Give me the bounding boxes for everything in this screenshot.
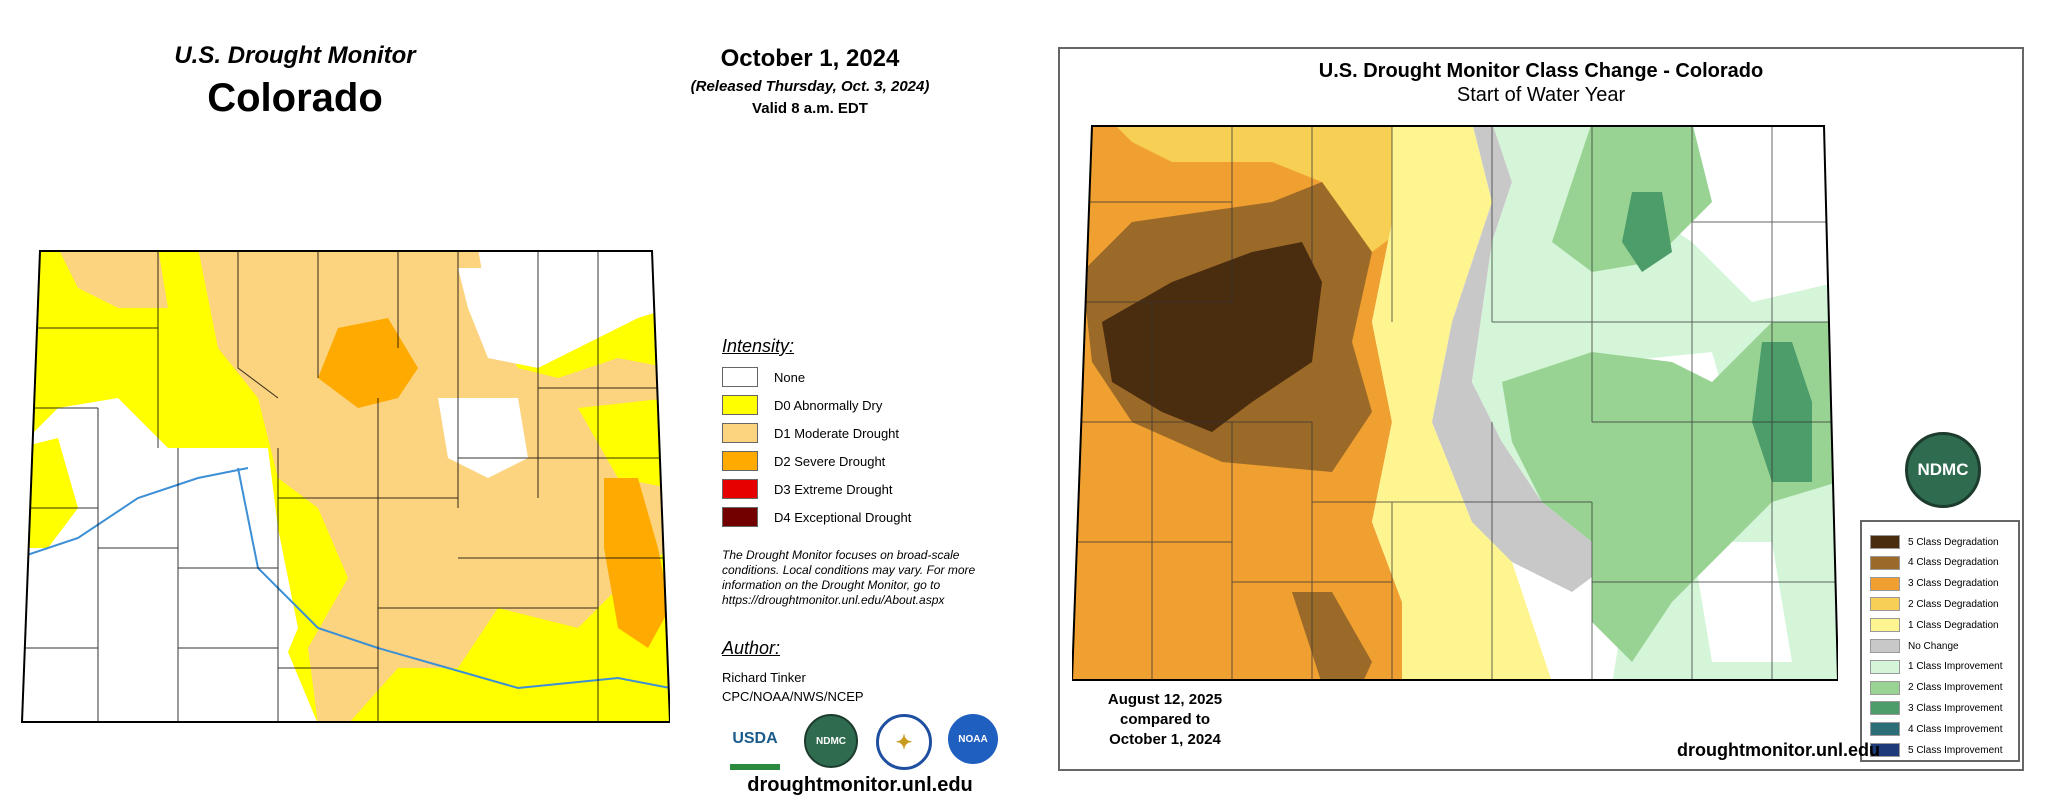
no-change-region [1432, 126, 1612, 592]
compare-end-date: August 12, 2025 [1107, 691, 1223, 708]
class-legend-swatch [1870, 680, 1900, 695]
class-legend-item: 3 Class Improvement [1870, 700, 2002, 716]
legend-swatch [722, 367, 758, 387]
author-name: Richard Tinker [722, 670, 806, 685]
legend-item: D4 Exceptional Drought [722, 506, 911, 528]
right-map-url[interactable]: droughtmonitor.unl.edu [1677, 740, 1880, 760]
class-legend-label: 4 Class Degradation [1908, 557, 1999, 569]
class-legend-item: 5 Class Improvement [1870, 742, 2002, 758]
legend-swatch [722, 507, 758, 527]
legend-item: D3 Extreme Drought [722, 478, 893, 500]
class-legend-label: 2 Class Improvement [1908, 682, 2003, 694]
degradation-5-region [1102, 242, 1322, 432]
legend-label: D4 Exceptional Drought [774, 509, 912, 525]
left-map-url[interactable]: droughtmonitor.unl.edu [747, 774, 973, 796]
legend-label: D3 Extreme Drought [774, 481, 893, 497]
legend-item: D0 Abnormally Dry [722, 394, 882, 416]
class-legend-item: 2 Class Improvement [1870, 680, 2002, 696]
class-legend-label: 1 Class Improvement [1908, 661, 2003, 673]
legend-swatch [722, 423, 758, 443]
eagle-icon: ✦ [895, 731, 913, 754]
class-legend-label: 4 Class Improvement [1908, 723, 2003, 735]
class-legend-item: 4 Class Degradation [1870, 555, 1999, 571]
class-legend-item: 2 Class Degradation [1870, 596, 1999, 612]
legend-label: D2 Severe Drought [774, 453, 886, 469]
class-legend-swatch [1870, 659, 1900, 674]
class-legend-swatch [1870, 555, 1900, 570]
class-legend-swatch [1870, 576, 1900, 591]
class-legend-label: 3 Class Improvement [1908, 702, 2003, 714]
class-change-title: U.S. Drought Monitor Class Change - Colo… [1318, 60, 1764, 82]
improvement-3-region-east [1752, 342, 1812, 482]
legend-item: D2 Severe Drought [722, 450, 885, 472]
legend-swatch [722, 395, 758, 415]
class-legend-item: 3 Class Degradation [1870, 576, 1999, 592]
ndmc-logo: NDMC [804, 714, 858, 768]
class-legend-item: 1 Class Improvement [1870, 659, 2002, 675]
doc-seal-logo: ✦ [876, 714, 932, 770]
unchanged-region-southeast [1692, 542, 1792, 662]
class-legend-label: 1 Class Degradation [1908, 619, 1999, 631]
class-legend-item: 1 Class Degradation [1870, 617, 1999, 633]
comparison-dates: August 12, 2025 compared to October 1, 2… [1080, 690, 1250, 750]
usda-logo: USDA [730, 714, 780, 770]
d0-region-west [22, 438, 78, 548]
author-org: CPC/NOAA/NWS/NCEP [722, 689, 864, 704]
none-region-southwest [22, 448, 298, 722]
author-block: Richard Tinker CPC/NOAA/NWS/NCEP [722, 668, 922, 706]
legend-label: None [774, 369, 806, 385]
class-change-frame [1058, 47, 2024, 771]
map-title: Colorado [207, 76, 383, 120]
class-legend-swatch [1870, 535, 1900, 549]
legend-swatch [722, 479, 758, 499]
legend-label: D0 Abnormally Dry [774, 397, 883, 413]
legend-swatch [722, 451, 758, 471]
d1-region-northwest [58, 251, 168, 308]
none-region-northeast [458, 268, 538, 368]
d0-region-east [578, 398, 670, 488]
class-legend-label: 3 Class Degradation [1908, 578, 1999, 590]
class-legend-label: 5 Class Improvement [1908, 744, 2003, 756]
release-date: (Released Thursday, Oct. 3, 2024) [690, 78, 930, 95]
ndmc-seal-logo: NDMC [1905, 432, 1981, 508]
legend-item: None [722, 366, 805, 388]
d2-region-southeast [604, 478, 670, 648]
class-change-subtitle: Start of Water Year [1456, 84, 1626, 106]
degradation-2-region-north [1112, 126, 1392, 162]
map-date: October 1, 2024 [720, 45, 900, 72]
compare-start-date: October 1, 2024 [1109, 731, 1221, 748]
class-legend-label: No Change [1908, 640, 1959, 652]
colorado-drought-map [20, 250, 670, 723]
legend-label: D1 Moderate Drought [774, 425, 900, 441]
class-legend-label: 5 Class Degradation [1908, 536, 1999, 548]
d2-region-north [318, 318, 418, 408]
d1-region-central [198, 251, 670, 722]
class-legend-swatch [1870, 639, 1900, 653]
class-legend-label: 2 Class Degradation [1908, 598, 1999, 610]
colorado-class-change-map [1072, 125, 1838, 681]
class-change-legend: 5 Class Degradation 4 Class Degradation 3 … [1860, 520, 2020, 762]
legend-item: D1 Moderate Drought [722, 422, 899, 444]
compare-connector: compared to [1119, 711, 1210, 728]
author-heading: Author: [722, 638, 781, 658]
class-legend-item: 5 Class Degradation [1870, 534, 1999, 550]
class-legend-swatch [1870, 618, 1900, 633]
class-legend-swatch [1870, 597, 1900, 612]
class-legend-item: 4 Class Improvement [1870, 721, 2002, 737]
valid-time: Valid 8 a.m. EDT [752, 100, 868, 117]
degradation-1-region [1372, 126, 1552, 680]
improvement-3-region-north [1622, 192, 1672, 272]
class-legend-item: No Change [1870, 638, 1959, 654]
degradation-2-region-central [1272, 162, 1412, 252]
class-legend-swatch [1870, 722, 1900, 737]
map-subtitle: U.S. Drought Monitor [174, 42, 416, 69]
class-legend-swatch [1870, 743, 1900, 757]
noaa-logo: NOAA [948, 714, 998, 764]
disclaimer-note: The Drought Monitor focuses on broad-sca… [722, 548, 976, 607]
class-legend-swatch [1870, 701, 1900, 716]
legend-heading: Intensity: [722, 336, 795, 356]
